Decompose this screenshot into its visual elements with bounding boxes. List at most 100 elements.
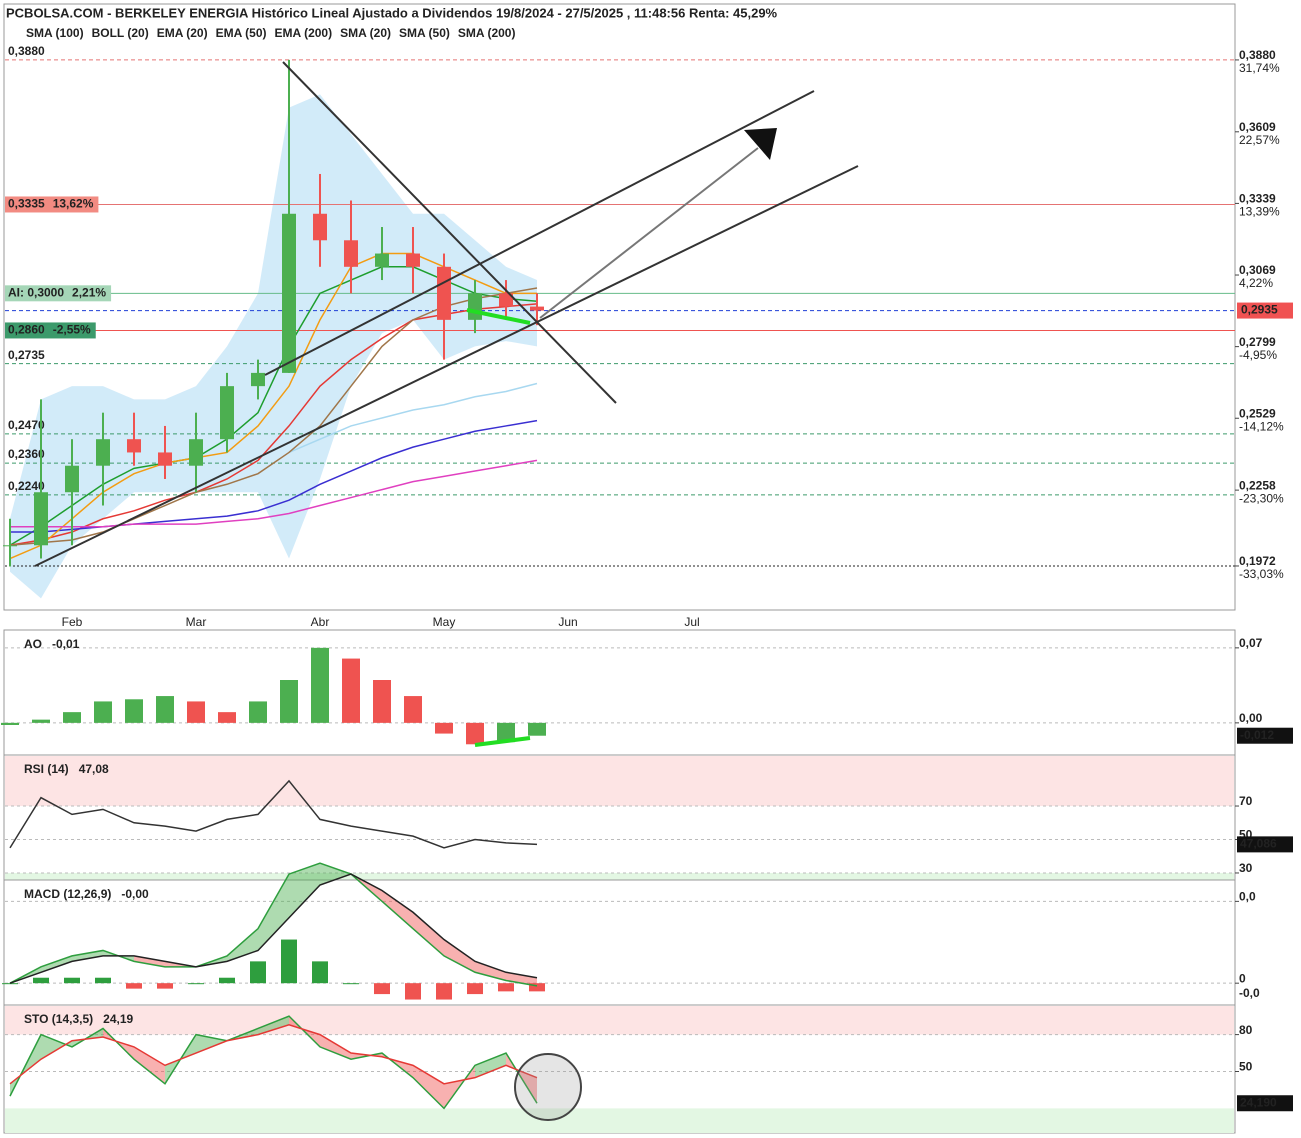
zone — [5, 1006, 1234, 1035]
indicator-line — [288, 382, 538, 454]
y-tick-note: 31,74% — [1239, 61, 1280, 75]
legend-item: SMA (100) — [26, 26, 84, 40]
candle-body — [251, 372, 265, 387]
bar — [435, 722, 453, 734]
bar — [32, 719, 50, 723]
bar — [373, 680, 391, 723]
fill-between — [227, 928, 258, 962]
y-tick-label: 0,07 — [1239, 636, 1263, 650]
candle-body — [220, 386, 234, 440]
histogram-bar — [250, 961, 266, 984]
level-box — [5, 196, 99, 213]
candle-body — [282, 213, 296, 373]
level-label: AI: 0,3000 — [8, 285, 64, 299]
price-box — [1237, 302, 1293, 319]
level-label: 0,2470 — [8, 418, 45, 432]
y-tick-note: 13,39% — [1239, 205, 1280, 219]
indicator-value: -0,01 — [52, 637, 80, 651]
indicator-label: MACD (12,26,9) — [24, 887, 111, 901]
fill-between — [258, 1016, 289, 1035]
last-value-label: -0,0 — [1239, 986, 1260, 1000]
fill-between — [506, 972, 537, 986]
legend-item: EMA (200) — [275, 26, 333, 40]
candle-body — [437, 266, 451, 320]
candle-body — [530, 306, 544, 311]
candle-body — [468, 293, 482, 320]
indicator-line — [9, 1015, 538, 1110]
indicator-line — [9, 862, 538, 987]
bar — [249, 701, 267, 723]
bar — [497, 722, 515, 743]
bar — [1, 722, 19, 725]
histogram-bar — [436, 983, 452, 1000]
y-tick-label: 0,0 — [1239, 890, 1256, 904]
highlight-circle — [514, 1053, 582, 1121]
candle-body — [34, 492, 48, 546]
fill-between — [320, 863, 351, 885]
plot-layer: 0,388031,74%0,360922,57%0,333913,39%0,30… — [1, 3, 1293, 1134]
histogram-bar — [467, 983, 483, 995]
bar — [528, 722, 546, 736]
divergence-line — [466, 308, 531, 325]
x-tick-label: Jul — [684, 615, 699, 629]
y-tick-label: 30 — [1239, 861, 1253, 875]
level-label: 0,2240 — [8, 479, 45, 493]
bar — [342, 658, 360, 723]
x-tick-label: Mar — [186, 615, 207, 629]
last-value-label: -0,012 — [1240, 728, 1274, 742]
fill-between — [475, 961, 506, 981]
candle-body — [189, 439, 203, 466]
histogram-bar — [219, 977, 235, 984]
level-box — [5, 322, 96, 339]
legend-item: SMA (20) — [340, 26, 391, 40]
indicator-label: STO (14,3,5) — [24, 1012, 93, 1026]
fill-between — [134, 1046, 165, 1084]
bar — [466, 722, 484, 745]
level-note: 2,21% — [72, 285, 106, 299]
x-tick-label: Jun — [558, 615, 577, 629]
y-tick-label: 80 — [1239, 1023, 1253, 1037]
histogram-bar — [33, 977, 49, 984]
level-note: 13,62% — [53, 197, 94, 211]
candle-body — [158, 452, 172, 466]
fill-between — [258, 874, 289, 951]
candle-body — [313, 213, 327, 241]
y-tick-label: 0,00 — [1239, 711, 1263, 725]
arrow-head — [744, 128, 777, 160]
histogram-bar — [343, 983, 359, 985]
level-label: 0,3880 — [8, 44, 45, 58]
histogram-bar — [281, 939, 297, 984]
projection-arrow — [539, 147, 759, 319]
last-value-label: 24,190 — [1240, 1095, 1277, 1109]
bar — [187, 701, 205, 723]
fill-between — [41, 1034, 72, 1060]
y-tick-label: 0,2529 — [1239, 406, 1276, 420]
candle-body — [344, 240, 358, 267]
bar — [280, 680, 298, 723]
panel-frame — [3, 3, 1236, 611]
y-tick-note: -33,03% — [1239, 567, 1284, 581]
trend-line — [264, 90, 815, 376]
fill-between — [134, 955, 165, 967]
y-tick-note: -23,30% — [1239, 491, 1284, 505]
y-tick-note: 22,57% — [1239, 133, 1280, 147]
legend-item: BOLL (20) — [92, 26, 149, 40]
y-tick-label: 0,1972 — [1239, 554, 1276, 568]
candle-body — [375, 253, 389, 267]
candle-body — [96, 439, 110, 466]
y-tick-label: 0,3069 — [1239, 263, 1276, 277]
indicator-value: 24,19 — [103, 1012, 133, 1026]
fill-between — [72, 950, 103, 962]
last-value-box — [1237, 1095, 1293, 1112]
candle-body — [65, 465, 79, 493]
fill-between — [289, 863, 320, 918]
bar — [218, 712, 236, 723]
y-tick-note: 4,22% — [1239, 276, 1273, 290]
price-label: 0,2935 — [1241, 303, 1278, 317]
fill-between — [382, 890, 413, 929]
bar — [125, 699, 143, 723]
histogram-bar — [126, 983, 142, 989]
bar — [404, 696, 422, 723]
legend-item: EMA (50) — [216, 26, 267, 40]
